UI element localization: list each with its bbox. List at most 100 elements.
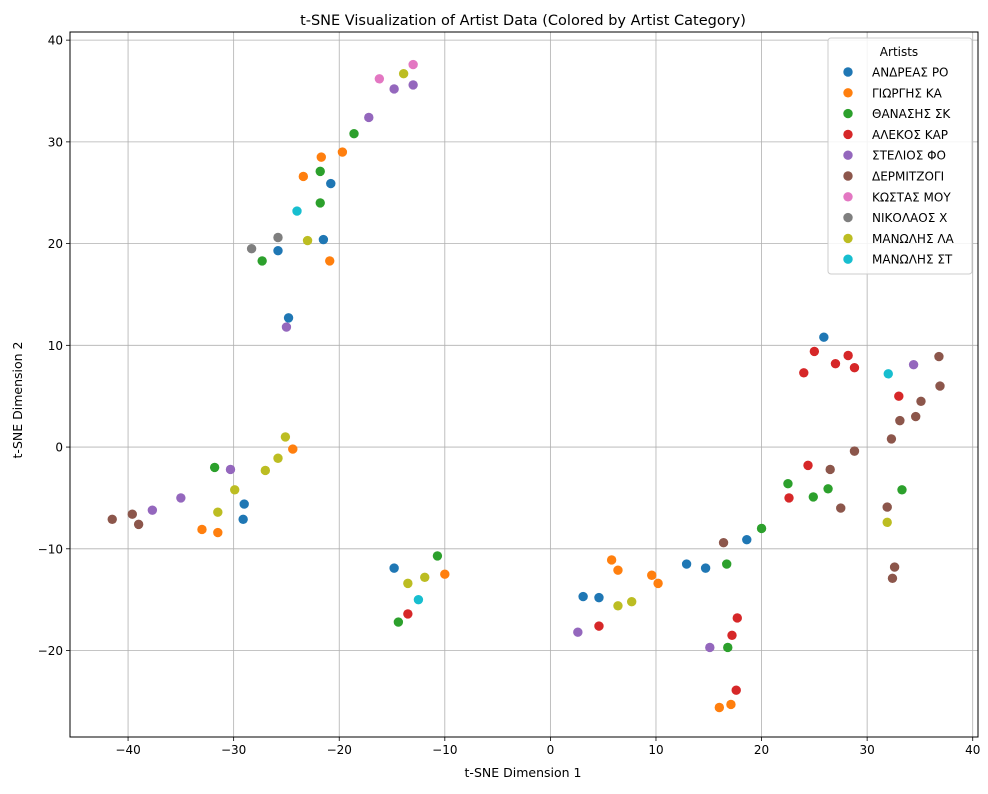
data-point: [225, 464, 236, 475]
data-point: [849, 363, 860, 373]
y-tick-label: −20: [38, 644, 63, 658]
legend-marker: [843, 171, 853, 181]
legend-label: ΚΩΣΤΑΣ ΜΟΥ: [872, 190, 951, 204]
series-group: [209, 129, 907, 653]
grid: [70, 32, 978, 737]
data-point: [326, 178, 336, 189]
data-point: [176, 493, 186, 503]
data-point: [133, 519, 144, 530]
data-point: [784, 493, 794, 503]
series-group: [147, 80, 919, 653]
data-point: [883, 369, 893, 379]
data-point: [316, 152, 326, 162]
legend-label: ΔΕΡΜΙΤΖΟΓΙ: [872, 170, 944, 184]
data-point: [273, 246, 283, 256]
data-point: [209, 462, 220, 473]
data-point: [440, 569, 450, 579]
data-point: [830, 358, 841, 369]
data-point: [408, 59, 418, 70]
legend-marker: [843, 254, 853, 264]
data-point: [727, 630, 737, 640]
x-tick-label: −10: [432, 743, 457, 757]
data-point: [403, 578, 413, 589]
x-tick-label: 30: [859, 743, 874, 757]
data-point: [723, 642, 733, 653]
data-point: [273, 453, 283, 463]
x-tick-label: −20: [327, 743, 352, 757]
data-point: [722, 559, 732, 569]
series-group: [107, 351, 945, 583]
legend-marker: [843, 233, 853, 244]
data-point: [887, 573, 898, 583]
data-point: [213, 527, 223, 538]
chart-title: t-SNE Visualization of Artist Data (Colo…: [300, 13, 746, 29]
data-point: [882, 502, 892, 512]
legend-entry: ΑΝΔΡΕΑΣ ΡΟ: [843, 66, 949, 80]
data-point: [799, 368, 809, 378]
y-tick-label: 10: [48, 339, 63, 353]
data-point: [808, 492, 818, 502]
x-tick-label: 40: [965, 743, 980, 757]
data-point: [935, 381, 945, 391]
x-tick-label: −40: [115, 743, 140, 757]
series-group: [403, 346, 904, 695]
data-point: [318, 234, 329, 245]
legend-marker: [843, 150, 853, 160]
data-point: [823, 484, 833, 494]
y-axis-label: t-SNE Dimension 2: [10, 342, 25, 459]
data-point: [349, 129, 359, 139]
data-point: [882, 517, 892, 528]
legend-items: ΑΝΔΡΕΑΣ ΡΟ ΓΙΩΡΓΗΣ ΚΑ ΘΑΝΑΣΗΣ ΣΚ ΑΛΕΚΟΣ ΚΑΡ…: [843, 66, 955, 267]
y-tick-label: 0: [55, 441, 63, 455]
data-point: [230, 485, 240, 495]
data-point: [714, 702, 725, 713]
data-point: [647, 570, 657, 580]
data-point: [147, 505, 158, 515]
data-point: [594, 621, 604, 631]
data-point: [283, 313, 294, 323]
data-point: [238, 514, 248, 524]
legend-entry: ΝΙΚΟΛΑΟΣ Χ: [843, 211, 947, 225]
data-point: [315, 166, 325, 177]
legend-entry: ΚΩΣΤΑΣ ΜΟΥ: [843, 190, 951, 204]
data-point: [260, 465, 271, 476]
y-tick-label: 30: [48, 135, 63, 149]
data-point: [403, 609, 413, 619]
data-point: [886, 434, 897, 444]
legend-title: Artists: [880, 45, 918, 59]
data-point: [726, 699, 736, 710]
data-point: [197, 524, 207, 535]
legend-label: ΣΤΕΛΙΟΣ ΦΟ: [872, 149, 946, 163]
data-point: [700, 563, 711, 573]
data-point: [213, 507, 223, 517]
series-group: [374, 59, 418, 84]
data-point: [325, 256, 335, 266]
legend-marker: [843, 129, 853, 140]
data-point: [895, 415, 905, 426]
legend-entry: ΣΤΕΛΙΟΣ ΦΟ: [843, 149, 946, 163]
legend-label: ΑΛΕΚΟΣ ΚΑΡ: [872, 128, 948, 142]
legend-marker: [843, 67, 853, 77]
data-point: [337, 147, 348, 157]
legend-label: ΑΝΔΡΕΑΣ ΡΟ: [872, 66, 949, 80]
data-point: [246, 243, 257, 254]
series-group: [246, 232, 283, 254]
data-point: [578, 591, 588, 602]
data-points: [107, 59, 945, 713]
data-point: [408, 80, 418, 90]
data-point: [916, 396, 926, 406]
legend-label: ΘΑΝΑΣΗΣ ΣΚ: [872, 107, 951, 121]
data-point: [653, 578, 663, 589]
data-point: [606, 555, 617, 565]
series-group: [238, 178, 829, 603]
data-point: [298, 171, 309, 182]
data-point: [783, 478, 793, 489]
data-point: [389, 563, 399, 573]
data-point: [934, 351, 944, 362]
data-point: [280, 432, 291, 442]
series-group: [213, 69, 892, 611]
data-point: [626, 596, 637, 607]
data-point: [302, 235, 313, 246]
